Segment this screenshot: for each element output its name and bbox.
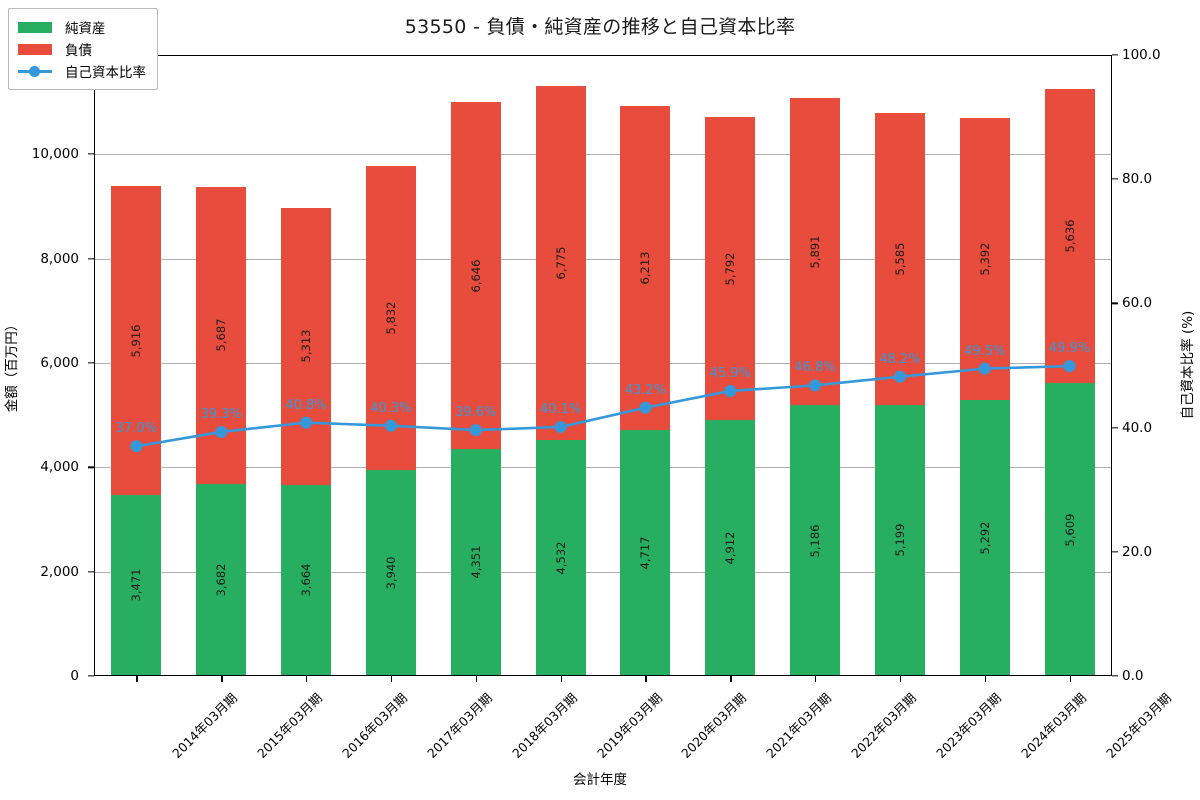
chart-title: 53550 - 負債・純資産の推移と自己資本比率 <box>404 16 796 38</box>
y-axis-right-tick-mark <box>1112 551 1118 553</box>
x-axis-tick-label: 2018年03月期 <box>508 690 580 761</box>
legend-item[interactable]: 自己資本比率 <box>18 60 146 82</box>
y-axis-right-tick-label: 100.0 <box>1122 47 1161 63</box>
line-value-label: 39.3% <box>200 406 242 422</box>
x-axis-tick-mark <box>306 676 308 682</box>
gridline <box>94 571 1112 573</box>
y-axis-left-tick-mark <box>88 153 94 155</box>
y-axis-left-tick-label: 8,000 <box>40 250 79 267</box>
x-axis-tick-label: 2020年03月期 <box>678 690 750 761</box>
bar-segment-net-assets[interactable]: 3,664 <box>281 484 332 676</box>
bar-segment-net-assets[interactable]: 4,912 <box>705 419 756 676</box>
y-axis-right-tick-label: 0.0 <box>1122 668 1144 684</box>
y-axis-left-tick-mark <box>88 570 94 573</box>
line-value-label: 49.5% <box>964 343 1006 359</box>
line-value-label: 46.8% <box>794 360 836 376</box>
x-axis-tick-mark <box>730 676 732 682</box>
y-axis-right-tick-label: 40.0 <box>1122 419 1153 436</box>
y-axis-right-tick-mark <box>1112 302 1118 305</box>
line-value-label: 39.6% <box>455 405 497 421</box>
bar-group[interactable]: 5,186 5,891 <box>790 55 841 676</box>
x-axis-tick-mark <box>815 676 817 682</box>
line-value-label: 43.2% <box>624 382 667 398</box>
legend-swatch-icon <box>18 21 52 33</box>
y-axis-left-tick-label: 10,000 <box>31 146 79 163</box>
line-value-label: 40.1% <box>539 401 582 417</box>
line-value-label: 37.0% <box>115 421 158 437</box>
x-axis-tick-label: 2022年03月期 <box>848 690 920 761</box>
line-value-label: 48.2% <box>879 351 921 367</box>
x-axis-tick-mark <box>560 676 562 682</box>
x-axis-label: 会計年度 <box>573 772 627 788</box>
bar-segment-liabilities[interactable]: 5,585 <box>874 113 925 405</box>
y-axis-right-tick-label: 20.0 <box>1122 543 1153 560</box>
y-axis-left-tick-label: 6,000 <box>40 354 79 371</box>
y-axis-right-tick-mark <box>1112 675 1118 677</box>
y-axis-left-tick-label: 0 <box>70 668 79 684</box>
x-axis-tick-mark <box>1069 676 1071 682</box>
x-axis-tick-mark <box>475 676 478 682</box>
y-axis-right-label: 自己資本比率 (%) <box>1180 310 1196 420</box>
y-axis-right-tick-label: 60.0 <box>1122 295 1153 312</box>
y-axis-left-tick-mark <box>88 362 94 364</box>
x-axis-tick-mark <box>984 676 987 682</box>
x-axis-tick-label: 2014年03月期 <box>169 690 241 761</box>
y-axis-left-tick-mark <box>88 466 94 468</box>
chart-legend[interactable]: 純資産負債自己資本比率 <box>8 8 158 90</box>
legend-item-label: 自己資本比率 <box>65 65 146 81</box>
bar-segment-liabilities[interactable]: 5,891 <box>790 97 841 406</box>
x-axis-tick-label: 2015年03月期 <box>254 690 326 761</box>
x-axis-tick-mark <box>221 676 223 682</box>
x-axis-tick-label: 2021年03月期 <box>763 690 835 761</box>
y-axis-right-tick-mark <box>1112 54 1118 56</box>
plot-area: 3,471 5,916 3,682 5,687 3,664 5,313 3,940 5,832… <box>94 55 1112 676</box>
bar-segment-liabilities[interactable]: 5,392 <box>959 118 1010 400</box>
gridline <box>94 154 1112 156</box>
bar-segment-net-assets[interactable]: 4,717 <box>620 429 671 676</box>
legend-item-label: 負債 <box>65 43 92 59</box>
bar-segment-net-assets[interactable]: 3,471 <box>111 494 162 676</box>
bar-segment-net-assets[interactable]: 4,351 <box>450 448 501 676</box>
bar-group[interactable]: 5,199 5,585 <box>874 55 925 676</box>
legend-item[interactable]: 負債 <box>18 38 146 60</box>
line-value-label: 49.9% <box>1048 341 1091 357</box>
gridline <box>94 362 1112 364</box>
y-axis-left-tick-label: 4,000 <box>40 459 79 476</box>
x-axis-tick-mark <box>136 676 138 682</box>
bar-segment-net-assets[interactable]: 4,532 <box>535 439 586 676</box>
legend-item-label: 純資産 <box>65 21 106 37</box>
bar-segment-net-assets[interactable]: 3,940 <box>365 470 416 676</box>
gridline <box>94 258 1112 260</box>
bar-group[interactable]: 3,682 5,687 <box>196 55 247 676</box>
legend-swatch-icon <box>18 43 52 55</box>
legend-item[interactable]: 純資産 <box>18 16 146 38</box>
axis-frame <box>94 55 1112 676</box>
gridline <box>94 467 1112 469</box>
line-value-label: 45.9% <box>709 365 751 381</box>
y-axis-right-tick-mark <box>1112 426 1118 429</box>
x-axis-tick-label: 2017年03月期 <box>423 690 495 761</box>
y-axis-left-tick-mark <box>88 675 94 677</box>
bar-segment-net-assets[interactable]: 5,199 <box>874 404 925 676</box>
legend-line-marker <box>29 65 40 77</box>
bar-segment-liabilities[interactable]: 5,636 <box>1044 89 1095 384</box>
line-value-label: 40.8% <box>285 397 327 413</box>
x-axis-tick-label: 2024年03月期 <box>1017 690 1089 761</box>
bar-segment-net-assets[interactable]: 5,186 <box>790 405 841 676</box>
y-axis-left-tick-label: 2,000 <box>40 563 79 580</box>
legend-line-icon <box>18 64 52 78</box>
x-axis-tick-label: 2019年03月期 <box>593 690 665 761</box>
x-axis-tick-mark <box>645 676 647 682</box>
x-axis-tick-label: 2016年03月期 <box>339 690 411 761</box>
x-axis-tick-label: 2023年03月期 <box>932 690 1004 761</box>
bar-segment-net-assets[interactable]: 3,682 <box>196 483 247 676</box>
x-axis-tick-mark <box>899 676 902 682</box>
line-value-label: 40.3% <box>370 400 412 416</box>
x-axis-tick-label: 2025年03月期 <box>1102 690 1174 761</box>
y-axis-left-tick-mark <box>88 257 94 260</box>
y-axis-right-tick-label: 80.0 <box>1122 171 1153 188</box>
x-axis-tick-mark <box>390 676 393 682</box>
y-axis-right-tick-mark <box>1112 178 1118 180</box>
